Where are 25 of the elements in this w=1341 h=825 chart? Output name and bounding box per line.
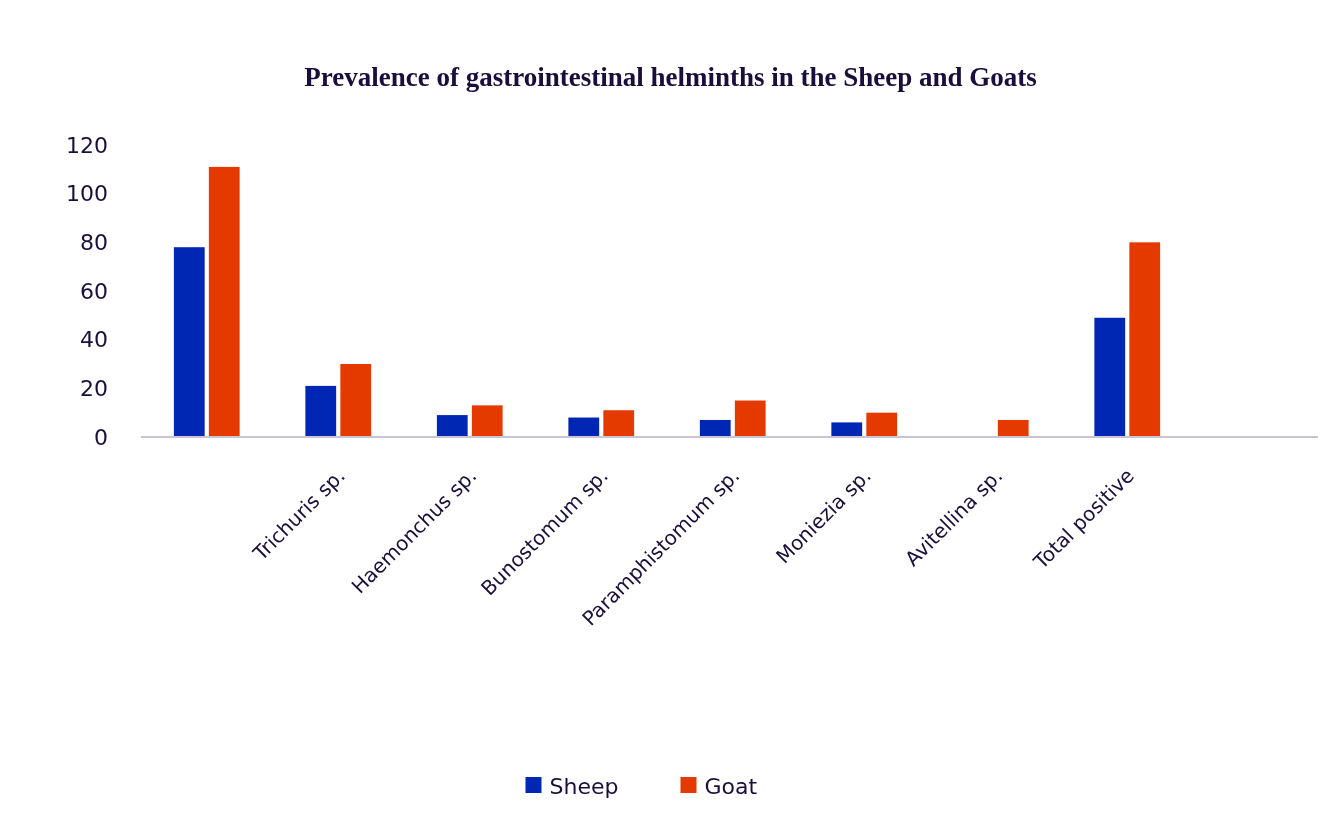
bar [699,419,731,437]
bar [568,417,600,437]
bar [603,410,635,437]
y-tick-label: 120 [66,132,108,158]
legend-label: Sheep [549,773,619,799]
bar [436,415,468,437]
y-tick-label: 20 [80,376,108,402]
bar [208,166,240,437]
y-tick-label: 40 [80,327,108,353]
bar [734,400,766,437]
chart-title: Prevalence of gastrointestinal helminths in the Sheep and Goats [304,62,1037,92]
y-tick-label: 80 [80,230,108,256]
y-tick-label: 100 [66,181,108,207]
y-tick-label: 0 [94,424,108,450]
bar [1094,317,1126,437]
bar [1129,242,1161,437]
bar [866,412,898,437]
bar [471,405,503,437]
bar [831,422,863,437]
bar [340,364,372,437]
legend-label: Goat [704,773,758,799]
bar [305,385,337,437]
bar [997,419,1029,437]
y-tick-label: 60 [80,278,108,304]
bar [173,247,205,437]
